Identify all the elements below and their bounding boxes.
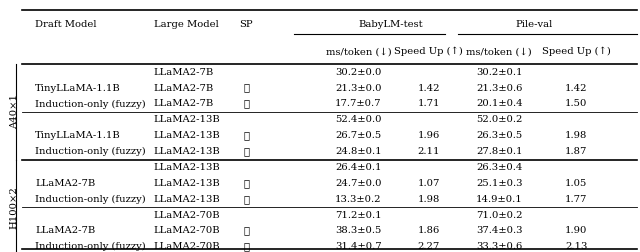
Text: 26.3±0.5: 26.3±0.5 (476, 131, 522, 140)
Text: 33.3±0.6: 33.3±0.6 (476, 242, 522, 251)
Text: 24.8±0.1: 24.8±0.1 (335, 147, 381, 156)
Text: 2.27: 2.27 (418, 242, 440, 251)
Text: 52.0±0.2: 52.0±0.2 (476, 115, 522, 124)
Text: ✓: ✓ (243, 131, 250, 140)
Text: LLaMA2-70B: LLaMA2-70B (154, 227, 220, 235)
Text: LLaMA2-13B: LLaMA2-13B (154, 179, 220, 188)
Text: 2.11: 2.11 (417, 147, 440, 156)
Text: LLaMA2-70B: LLaMA2-70B (154, 242, 220, 251)
Text: ✓: ✓ (243, 179, 250, 188)
Text: 26.7±0.5: 26.7±0.5 (335, 131, 381, 140)
Text: LLaMA2-7B: LLaMA2-7B (154, 100, 214, 108)
Text: ms/token (↓): ms/token (↓) (326, 47, 391, 56)
Text: Induction-only (fuzzy): Induction-only (fuzzy) (35, 99, 146, 109)
Text: 26.3±0.4: 26.3±0.4 (476, 163, 522, 172)
Text: LLaMA2-13B: LLaMA2-13B (154, 115, 220, 124)
Text: LLaMA2-7B: LLaMA2-7B (154, 84, 214, 92)
Text: LLaMA2-7B: LLaMA2-7B (154, 68, 214, 77)
Text: LLaMA2-13B: LLaMA2-13B (154, 163, 220, 172)
Text: ✓: ✓ (243, 195, 250, 204)
Text: 13.3±0.2: 13.3±0.2 (335, 195, 381, 204)
Text: 1.42: 1.42 (564, 84, 588, 92)
Text: 1.86: 1.86 (418, 227, 440, 235)
Text: LLaMA2-13B: LLaMA2-13B (154, 147, 220, 156)
Text: 52.4±0.0: 52.4±0.0 (335, 115, 381, 124)
Text: 21.3±0.6: 21.3±0.6 (476, 84, 522, 92)
Text: SP: SP (239, 20, 253, 29)
Text: 2.13: 2.13 (565, 242, 587, 251)
Text: LLaMA2-70B: LLaMA2-70B (154, 211, 220, 219)
Text: 71.0±0.2: 71.0±0.2 (476, 211, 522, 219)
Text: 38.3±0.5: 38.3±0.5 (335, 227, 381, 235)
Text: 71.2±0.1: 71.2±0.1 (335, 211, 381, 219)
Text: 1.71: 1.71 (417, 100, 440, 108)
Text: Large Model: Large Model (154, 20, 218, 29)
Text: 21.3±0.0: 21.3±0.0 (335, 84, 381, 92)
Text: LLaMA2-7B: LLaMA2-7B (35, 227, 95, 235)
Text: ✓: ✓ (243, 100, 250, 108)
Text: ✓: ✓ (243, 242, 250, 251)
Text: LLaMA2-13B: LLaMA2-13B (154, 131, 220, 140)
Text: 1.98: 1.98 (565, 131, 587, 140)
Text: 25.1±0.3: 25.1±0.3 (476, 179, 522, 188)
Text: ms/token (↓): ms/token (↓) (467, 47, 532, 56)
Text: Speed Up (↑): Speed Up (↑) (541, 47, 611, 56)
Text: Speed Up (↑): Speed Up (↑) (394, 47, 463, 56)
Text: LLaMA2-13B: LLaMA2-13B (154, 195, 220, 204)
Text: ✓: ✓ (243, 147, 250, 156)
Text: 1.90: 1.90 (565, 227, 587, 235)
Text: ✓: ✓ (243, 84, 250, 92)
Text: A40×1: A40×1 (10, 94, 19, 129)
Text: 1.96: 1.96 (418, 131, 440, 140)
Text: 1.05: 1.05 (565, 179, 587, 188)
Text: 1.87: 1.87 (565, 147, 587, 156)
Text: Induction-only (fuzzy): Induction-only (fuzzy) (35, 242, 146, 251)
Text: BabyLM-test: BabyLM-test (358, 20, 422, 29)
Text: 1.07: 1.07 (418, 179, 440, 188)
Text: TinyLLaMA-1.1B: TinyLLaMA-1.1B (35, 84, 121, 92)
Text: 30.2±0.0: 30.2±0.0 (335, 68, 381, 77)
Text: Induction-only (fuzzy): Induction-only (fuzzy) (35, 147, 146, 156)
Text: TinyLLaMA-1.1B: TinyLLaMA-1.1B (35, 131, 121, 140)
Text: 1.98: 1.98 (418, 195, 440, 204)
Text: 20.1±0.4: 20.1±0.4 (476, 100, 522, 108)
Text: Pile-val: Pile-val (516, 20, 553, 29)
Text: 1.50: 1.50 (565, 100, 587, 108)
Text: ✓: ✓ (243, 227, 250, 235)
Text: H100×2: H100×2 (10, 186, 19, 229)
Text: 1.42: 1.42 (417, 84, 440, 92)
Text: LLaMA2-7B: LLaMA2-7B (35, 179, 95, 188)
Text: 17.7±0.7: 17.7±0.7 (335, 100, 381, 108)
Text: 30.2±0.1: 30.2±0.1 (476, 68, 522, 77)
Text: 37.4±0.3: 37.4±0.3 (476, 227, 522, 235)
Text: 14.9±0.1: 14.9±0.1 (476, 195, 523, 204)
Text: 24.7±0.0: 24.7±0.0 (335, 179, 381, 188)
Text: 27.8±0.1: 27.8±0.1 (476, 147, 522, 156)
Text: Draft Model: Draft Model (35, 20, 97, 29)
Text: Induction-only (fuzzy): Induction-only (fuzzy) (35, 195, 146, 204)
Text: 26.4±0.1: 26.4±0.1 (335, 163, 381, 172)
Text: 1.77: 1.77 (565, 195, 587, 204)
Text: 31.4±0.7: 31.4±0.7 (335, 242, 381, 251)
